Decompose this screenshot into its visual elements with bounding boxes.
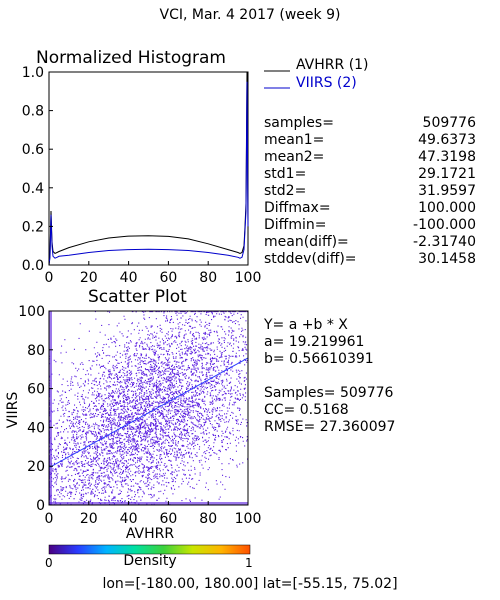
histogram-x-tick-label: 40 [120, 270, 138, 286]
regression-samples: Samples= 509776 [264, 385, 394, 401]
scatter-panel: 0 20 40 60 80 100 0 20 40 60 80 100 [18, 304, 261, 527]
stat-value-std2: 31.9597 [418, 183, 476, 199]
scatter-y-tick-label: 20 [27, 459, 45, 475]
histogram-y-tick-label: 1.0 [22, 65, 44, 81]
histogram-panel: 0 20 40 60 80 100 0.0 0.2 0.4 0.6 0.8 1.0 [22, 65, 262, 286]
stat-value-diffmax: 100.000 [418, 200, 476, 216]
stat-label-std2: std2= [264, 183, 307, 199]
scatter-y-tick-label: 80 [27, 343, 45, 359]
scatter-edge-density [49, 502, 248, 505]
stat-value-mean1: 49.6373 [418, 132, 476, 148]
scatter-y-tick-label: 0 [36, 498, 45, 514]
stat-value-mean-diff: -2.31740 [413, 234, 476, 250]
scatter-x-tick-label: 100 [235, 511, 262, 527]
stat-value-mean2: 47.3198 [418, 149, 476, 165]
stat-label-diffmin: Diffmin= [264, 217, 327, 233]
scatter-x-ticks: 0 20 40 60 80 100 [45, 501, 262, 527]
scatter-edge-density [49, 311, 52, 505]
histogram-x-tick-label: 0 [45, 270, 54, 286]
stat-label-mean-diff: mean(diff)= [264, 234, 349, 250]
stat-label-diffmax: Diffmax= [264, 200, 331, 216]
scatter-points-group [49, 311, 248, 505]
scatter-y-tick-label: 60 [27, 382, 45, 398]
histogram-y-tick-label: 0.4 [22, 181, 44, 197]
histogram-x-tick-label: 20 [80, 270, 98, 286]
scatter-x-tick-label: 20 [80, 511, 98, 527]
histogram-y-tick-label: 0.2 [22, 219, 44, 235]
scatter-title: Scatter Plot [88, 287, 187, 307]
scatter-y-axis-label: VIIRS [5, 391, 21, 429]
regression-rmse: RMSE= 27.360097 [264, 419, 396, 435]
stat-label-mean1: mean1= [264, 132, 325, 148]
regression-fit-line [49, 357, 248, 469]
colorbar-label: Density [123, 553, 177, 569]
scatter-x-axis-label: AVHRR [125, 526, 175, 542]
legend-label-viirs: VIIRS (2) [296, 75, 357, 91]
regression-cc: CC= 0.5168 [264, 402, 349, 418]
histogram-y-ticks: 0.0 0.2 0.4 0.6 0.8 1.0 [22, 65, 53, 274]
histogram-y-tick-label: 0.0 [22, 258, 44, 274]
histogram-x-ticks: 0 20 40 60 80 100 [45, 261, 262, 286]
stat-value-samples: 509776 [422, 115, 476, 131]
stat-label-mean2: mean2= [264, 149, 325, 165]
regression-b: b= 0.56610391 [264, 351, 374, 367]
legend-label-avhrr: AVHRR (1) [296, 57, 369, 73]
histogram-y-tick-label: 0.6 [22, 142, 44, 158]
stat-label-samples: samples= [264, 115, 334, 131]
histogram-series-line-1 [48, 71, 249, 266]
stat-label-stddev-diff: stddev(diff)= [264, 251, 357, 267]
figure-title: VCI, Mar. 4 2017 (week 9) [159, 7, 341, 23]
scatter-y-ticks: 0 20 40 60 80 100 [18, 304, 53, 514]
footer-coords: lon=[-180.00, 180.00] lat=[-55.15, 75.02… [102, 576, 398, 592]
stat-value-diffmin: -100.000 [413, 217, 476, 233]
scatter-y-tick-label: 100 [18, 304, 45, 320]
histogram-x-tick-label: 60 [159, 270, 177, 286]
colorbar-max-label: 1 [245, 556, 253, 570]
scatter-x-tick-label: 60 [159, 511, 177, 527]
histogram-title: Normalized Histogram [36, 48, 226, 68]
regression-a: a= 19.219961 [264, 334, 365, 350]
histogram-y-tick-label: 0.8 [22, 104, 44, 120]
colorbar-min-label: 0 [45, 556, 53, 570]
scatter-x-tick-label: 40 [120, 511, 138, 527]
histogram-x-tick-label: 80 [199, 270, 217, 286]
stat-value-std1: 29.1721 [418, 166, 476, 182]
stat-label-std1: std1= [264, 166, 307, 182]
scatter-point-cloud [49, 311, 248, 505]
scatter-x-tick-label: 80 [199, 511, 217, 527]
regression-formula: Y= a +b * X [264, 317, 348, 333]
histogram-x-tick-label: 100 [235, 270, 262, 286]
stat-value-stddev-diff: 30.1458 [418, 251, 476, 267]
scatter-plot-frame [48, 310, 249, 506]
histogram-series-group [48, 71, 249, 266]
scatter-x-tick-label: 0 [45, 511, 54, 527]
histogram-series-line-2 [48, 81, 249, 266]
density-colorbar [48, 544, 251, 555]
scatter-y-tick-label: 40 [27, 420, 45, 436]
